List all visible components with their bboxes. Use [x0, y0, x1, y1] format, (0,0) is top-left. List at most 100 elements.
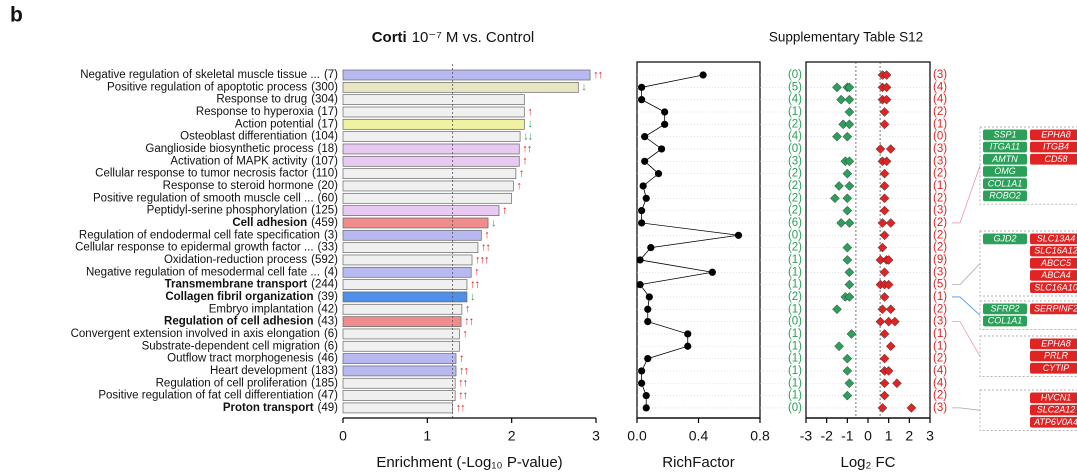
gene-label: OMG — [994, 166, 1016, 176]
x-tick-label: 0.8 — [750, 428, 770, 444]
term-label: Outflow tract morphogenesis (46) — [167, 353, 338, 365]
richfactor-dot — [661, 108, 669, 116]
richfactor-dot — [641, 133, 649, 141]
gene-label: COL1A1 — [988, 316, 1023, 326]
bar — [342, 81, 579, 93]
fc-diamond — [842, 255, 853, 265]
up-count: (3) — [933, 316, 947, 328]
term-label: Peptidyl-serine phosphorylation (125) — [147, 205, 338, 217]
term-count: (18) — [318, 143, 339, 155]
up-count: (2) — [933, 242, 947, 254]
bar — [342, 180, 514, 192]
regulation-arrows: ↑↑ — [464, 316, 474, 328]
down-count: (5) — [788, 81, 802, 93]
richfactor-dot — [638, 379, 646, 387]
down-count: (1) — [788, 279, 802, 291]
up-count: (4) — [933, 365, 947, 377]
term-label: Positive regulation of smooth muscle cel… — [93, 192, 338, 204]
gene-box — [979, 335, 1077, 377]
up-count: (2) — [933, 217, 947, 229]
gene-label: CD58 — [1044, 154, 1067, 164]
fc-diamond — [879, 119, 890, 130]
fc-diamond — [875, 144, 886, 154]
fc-diamond — [877, 403, 888, 413]
x-tick-label: 0 — [339, 428, 347, 444]
x-tick-label: 0.4 — [689, 428, 709, 444]
bar — [342, 390, 456, 401]
regulation-arrows: ↑↑ — [456, 402, 466, 414]
richfactor-dot — [641, 157, 649, 165]
richfactor-dot — [734, 231, 743, 239]
bar — [342, 266, 472, 278]
richfactor-dot — [642, 194, 650, 202]
up-count: (2) — [933, 303, 947, 315]
gene-chip — [1030, 392, 1077, 404]
down-count: (1) — [788, 340, 802, 352]
bar — [342, 205, 500, 216]
term-name: Heart development — [210, 365, 308, 377]
fc-diamond — [875, 316, 886, 327]
richfactor-dot — [644, 318, 652, 326]
x-tick-label: 0 — [864, 428, 872, 444]
gene-label: PRLR — [1044, 351, 1069, 361]
gene-chip — [1030, 416, 1077, 428]
up-count: (2) — [933, 168, 947, 180]
up-count: (5) — [933, 279, 947, 291]
down-count: (3) — [788, 155, 802, 167]
down-count: (0) — [788, 402, 802, 414]
up-count: (1) — [933, 340, 947, 352]
richfactor-dot — [684, 330, 692, 338]
up-count: (2) — [933, 353, 947, 365]
gene-label: SFRP2 — [990, 303, 1019, 313]
up-count: (2) — [933, 106, 947, 118]
fc-diamond — [842, 131, 853, 142]
term-name: Action potential — [235, 118, 314, 130]
regulation-arrows: ↓ — [491, 217, 496, 229]
term-label: Cellular response to epidermal growth fa… — [75, 242, 338, 254]
richfactor-dot — [661, 120, 669, 128]
regulation-arrows: ↑ — [459, 352, 464, 364]
gene-box — [979, 389, 1077, 431]
panel-frame — [636, 61, 761, 419]
term-label: Cell adhesion (459) — [232, 217, 338, 229]
gene-label: SSP1 — [993, 129, 1016, 139]
connector — [952, 165, 981, 224]
term-label: Regulation of endodermal cell fate speci… — [79, 229, 338, 241]
term-label: Response to drug (304) — [216, 94, 338, 106]
term-name: Cell adhesion — [232, 217, 307, 229]
term-label: Collagen fibril organization (39) — [165, 291, 338, 303]
up-count: (2) — [933, 229, 947, 241]
gene-chip — [983, 166, 1027, 177]
down-count: (6) — [788, 217, 802, 229]
term-name: Embryo implantation — [209, 303, 314, 315]
term-label: Oxidation-reduction process (592) — [164, 254, 338, 266]
down-count: (2) — [788, 180, 802, 192]
term-label: Positive regulation of fat cell differen… — [98, 390, 338, 402]
regulation-arrows: ↑↑ — [481, 242, 491, 254]
fc-diamond — [879, 193, 890, 204]
regulation-arrows: ↑ — [462, 328, 467, 340]
richfactor-dot — [636, 256, 644, 264]
fc-diamond — [879, 181, 890, 191]
fc-diamond — [879, 292, 890, 302]
gene-box — [979, 300, 1077, 330]
richfactor-dot — [644, 305, 652, 313]
term-label: Negative regulation of skeletal muscle t… — [80, 69, 338, 81]
fc-diamond — [879, 329, 890, 339]
term-name: Proton transport — [223, 402, 314, 414]
fc-diamond — [877, 218, 888, 228]
regulation-arrows: ↑ — [502, 205, 507, 217]
term-name: Collagen fibril organization — [165, 291, 313, 303]
regulation-arrows: ↓ — [527, 118, 532, 130]
gene-label: AMTN — [991, 154, 1018, 164]
term-label: Response to steroid hormone (20) — [163, 180, 338, 192]
gene-chip — [983, 190, 1027, 202]
up-count: (3) — [933, 402, 947, 414]
term-name: Negative regulation of mesodermal cell f… — [86, 266, 320, 278]
term-count: (47) — [318, 390, 339, 402]
down-count: (0) — [788, 69, 802, 81]
fc-diamond — [844, 156, 855, 167]
term-name: Osteoblast differentiation — [180, 131, 307, 143]
richfactor-dot — [638, 96, 646, 104]
term-count: (125) — [311, 205, 338, 217]
